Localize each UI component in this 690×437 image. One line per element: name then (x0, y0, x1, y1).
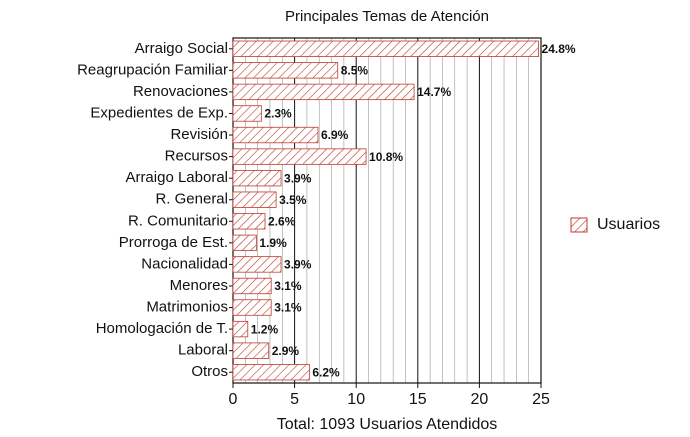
bar (232, 83, 415, 101)
x-tick-label: 15 (409, 391, 427, 408)
value-label: 2.6% (268, 214, 296, 228)
value-label: 10.8% (369, 150, 403, 164)
value-label: 2.3% (264, 107, 292, 121)
value-label: 3.9% (284, 258, 312, 272)
bar (232, 169, 282, 187)
bar (232, 342, 270, 359)
y-tick-label: Otros (191, 363, 228, 380)
y-tick-label: Menores (170, 277, 228, 294)
bar (232, 256, 282, 273)
bar (232, 62, 339, 79)
legend-swatch (570, 217, 588, 233)
value-label: 14.7% (417, 85, 451, 99)
y-tick-label: Revisión (170, 126, 228, 143)
value-label: 6.9% (321, 128, 349, 142)
value-label: 3.5% (279, 193, 307, 207)
bar (232, 105, 262, 122)
bar (232, 364, 310, 381)
y-tick-label: Prorroga de Est. (119, 234, 228, 251)
x-tick-label: 0 (229, 391, 238, 408)
x-tick-label: 25 (532, 391, 550, 408)
bar (232, 40, 539, 57)
value-label: 24.8% (542, 42, 576, 56)
bar (232, 234, 257, 252)
x-tick-label: 5 (290, 391, 299, 408)
value-label: 6.2% (312, 365, 340, 379)
y-tick-label: Laboral (178, 342, 228, 359)
chart-title: Principales Temas de Atención (285, 8, 489, 25)
value-label: 8.5% (341, 64, 369, 78)
bar (232, 277, 272, 295)
bar (232, 191, 277, 208)
x-tick-label: 10 (347, 391, 365, 408)
plot-frame (232, 37, 542, 384)
x-axis-label: Total: 1093 Usuarios Atendidos (277, 416, 498, 433)
y-tick-label: Expedientes de Exp. (90, 104, 228, 121)
y-tick-label: R. General (155, 191, 228, 208)
bar (232, 148, 367, 165)
bar (232, 126, 319, 144)
y-tick-label: Reagrupación Familiar (77, 61, 228, 78)
y-tick-label: Recursos (165, 148, 228, 165)
value-label: 3.1% (274, 279, 302, 293)
bar (232, 213, 266, 230)
y-tick-label: R. Comunitario (128, 212, 228, 229)
value-label: 3.1% (274, 301, 302, 315)
y-tick-label: Matrimonios (146, 299, 228, 316)
value-label: 1.9% (259, 236, 287, 250)
bar (232, 320, 249, 338)
y-tick-label: Arraigo Social (135, 40, 228, 57)
y-tick-label: Nacionalidad (141, 255, 228, 272)
value-label: 3.9% (284, 171, 312, 185)
value-label: 2.9% (272, 344, 300, 358)
x-tick-label: 20 (471, 391, 489, 408)
bar (232, 299, 272, 316)
legend-label: Usuarios (597, 216, 660, 233)
y-tick-label: Homologación de T. (96, 320, 228, 337)
y-tick-label: Arraigo Laboral (125, 169, 228, 186)
value-label: 1.2% (251, 322, 279, 336)
y-tick-label: Renovaciones (133, 83, 228, 100)
